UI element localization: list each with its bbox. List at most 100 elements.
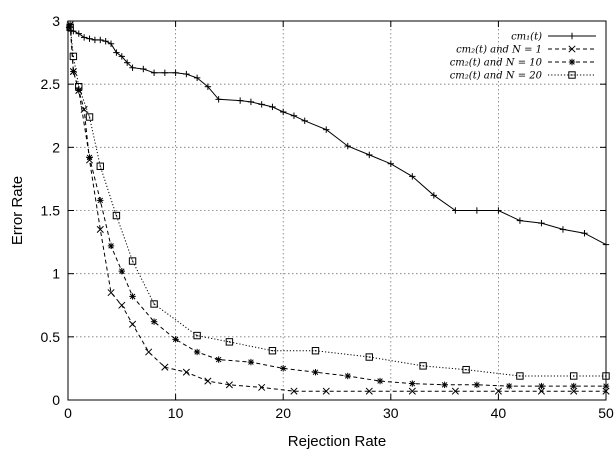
data-point	[494, 387, 502, 395]
data-point	[161, 69, 169, 76]
x-tick-label: 10	[168, 405, 184, 421]
x-tick-label: 30	[383, 405, 399, 421]
data-point	[290, 112, 298, 119]
data-point	[204, 377, 212, 385]
legend-marker	[568, 32, 576, 40]
data-point	[118, 267, 125, 275]
ticks: 0 10 20 30 40 50 0 0.5 1 1.5 2 2.5 3	[41, 13, 614, 421]
x-tick-label: 0	[64, 405, 72, 421]
data-point	[365, 387, 373, 395]
data-point	[193, 331, 201, 340]
data-point	[193, 348, 201, 356]
data-point	[409, 380, 416, 387]
data-point	[91, 36, 99, 44]
data-point	[538, 382, 545, 390]
data-point	[570, 372, 578, 380]
data-point	[150, 318, 158, 325]
data-point	[107, 40, 115, 47]
data-point	[344, 142, 351, 150]
data-point	[495, 207, 502, 214]
y-tick-label: 3	[52, 13, 60, 29]
data-point	[280, 108, 287, 116]
legend-entry: cm₂(t) and N = 1	[456, 45, 596, 56]
x-tick-label: 20	[275, 405, 291, 421]
legend-marker	[568, 45, 576, 53]
series-1	[65, 24, 610, 248]
data-point	[280, 365, 287, 372]
data-point	[215, 96, 222, 103]
data-point	[323, 126, 330, 133]
x-axis-title: Rejection Rate	[288, 433, 386, 450]
data-point	[559, 226, 567, 233]
data-point	[129, 64, 136, 71]
data-point	[409, 173, 416, 180]
legend-label: cm₂(t) and N = 1	[456, 45, 542, 56]
data-point	[113, 49, 120, 56]
legend-entry: cm₁(t)	[511, 32, 596, 43]
data-point	[112, 211, 121, 220]
data-point	[473, 381, 481, 389]
data-point	[322, 387, 330, 395]
data-point	[107, 289, 115, 297]
data-point	[366, 151, 373, 159]
data-point	[172, 69, 179, 76]
data-point	[66, 23, 74, 32]
data-point	[516, 372, 524, 380]
data-point	[225, 381, 233, 389]
data-point	[102, 38, 109, 45]
data-point	[344, 372, 351, 380]
data-point	[183, 70, 190, 78]
legend-marker	[568, 58, 576, 66]
data-point	[128, 257, 137, 265]
data-point	[85, 113, 94, 121]
data-point	[70, 68, 77, 75]
data-point	[236, 97, 244, 104]
y-axis-title: Error Rate	[9, 176, 26, 245]
data-point	[516, 217, 524, 224]
data-point	[123, 59, 131, 66]
data-point	[312, 369, 319, 376]
series-layer	[65, 21, 610, 395]
data-point	[118, 301, 126, 309]
data-point	[96, 225, 104, 234]
data-point	[301, 117, 308, 125]
data-point	[86, 154, 93, 161]
data-point	[581, 230, 588, 237]
legend-entry: cm₂(t) and N = 20	[450, 71, 596, 82]
data-point	[247, 98, 255, 106]
data-point	[80, 34, 88, 41]
data-point	[441, 381, 448, 389]
data-point	[451, 387, 459, 395]
data-point	[268, 347, 277, 355]
data-point	[430, 192, 438, 199]
data-point	[247, 358, 255, 366]
y-tick-label: 2	[52, 139, 60, 155]
data-point	[97, 197, 104, 204]
data-point	[75, 82, 83, 91]
y-tick-label: 1	[52, 266, 60, 282]
data-point	[129, 320, 137, 328]
data-point	[86, 35, 93, 42]
data-point	[452, 207, 459, 214]
y-tick-label: 2.5	[41, 76, 61, 92]
data-point	[145, 348, 153, 356]
y-tick-label: 1.5	[41, 203, 61, 219]
data-point	[193, 74, 201, 82]
legend-marker	[568, 71, 576, 79]
legend-label: cm₁(t)	[511, 32, 542, 43]
data-point	[172, 336, 179, 343]
data-point	[225, 338, 234, 346]
data-point	[129, 293, 136, 300]
data-point	[258, 383, 266, 391]
data-point	[376, 377, 384, 385]
data-point	[161, 363, 169, 371]
series-4	[66, 23, 610, 380]
y-tick-label: 0.5	[41, 329, 61, 345]
data-point	[69, 52, 78, 61]
data-point	[538, 219, 545, 227]
data-point	[182, 368, 190, 376]
data-point	[97, 36, 104, 44]
data-point	[365, 353, 373, 361]
data-point	[387, 160, 394, 167]
